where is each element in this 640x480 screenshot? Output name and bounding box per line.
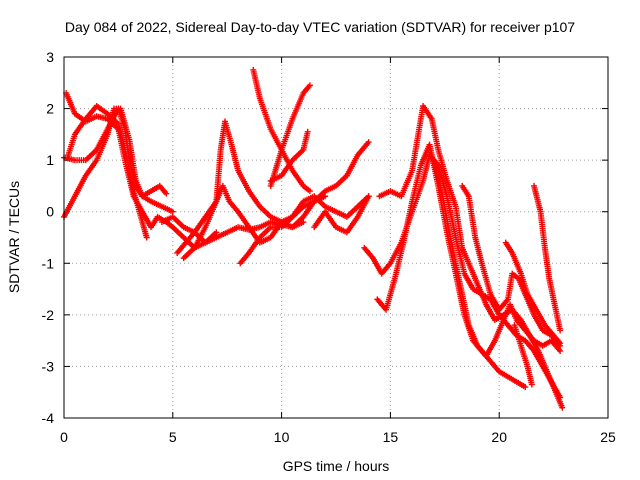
series-track-11 — [267, 128, 311, 184]
data-point — [213, 229, 220, 236]
series-track-4 — [65, 102, 150, 241]
y-tick-label: -2 — [42, 307, 55, 323]
data-point — [306, 188, 313, 195]
y-tick-label: 1 — [46, 152, 54, 168]
data-point — [169, 208, 176, 215]
series-track-17 — [459, 182, 564, 349]
y-tick-label: -3 — [42, 358, 55, 374]
x-tick-label: 25 — [600, 429, 616, 445]
series-track-20 — [511, 322, 535, 388]
x-axis-label: GPS time / hours — [283, 458, 390, 474]
data-point — [557, 340, 564, 347]
x-tick-label: 10 — [274, 429, 290, 445]
chart-title: Day 084 of 2022, Sidereal Day-to-day VTE… — [65, 19, 575, 35]
y-tick-label: 3 — [46, 49, 54, 65]
series-track-15 — [376, 102, 566, 411]
data-point — [306, 82, 313, 89]
y-tick-label: -4 — [42, 410, 55, 426]
data-point — [300, 219, 307, 226]
series-track-14 — [374, 141, 529, 391]
x-tick-label: 20 — [491, 429, 507, 445]
data-point — [522, 384, 529, 391]
data-point — [143, 234, 150, 241]
data-points — [61, 66, 566, 411]
x-tick-label: 0 — [60, 429, 68, 445]
data-point — [365, 139, 372, 146]
x-tick-label: 5 — [169, 429, 177, 445]
series-track-8 — [237, 193, 329, 267]
plot-frame — [63, 56, 609, 419]
series-track-12 — [311, 193, 372, 236]
x-tick-label: 15 — [383, 429, 399, 445]
series-track-19 — [531, 182, 564, 334]
y-axis-label: SDTVAR / TECUs — [6, 181, 22, 293]
data-point — [322, 193, 329, 200]
data-point — [557, 347, 564, 354]
data-point — [163, 190, 170, 197]
data-point — [559, 404, 566, 411]
data-point — [304, 128, 311, 135]
data-point — [365, 193, 372, 200]
series-track-16 — [430, 157, 564, 360]
y-tick-label: -1 — [42, 255, 55, 271]
y-tick-label: 0 — [46, 204, 54, 220]
data-point — [557, 327, 564, 334]
data-point — [528, 381, 535, 388]
series-track-18 — [502, 239, 564, 347]
y-tick-label: 2 — [46, 101, 54, 117]
